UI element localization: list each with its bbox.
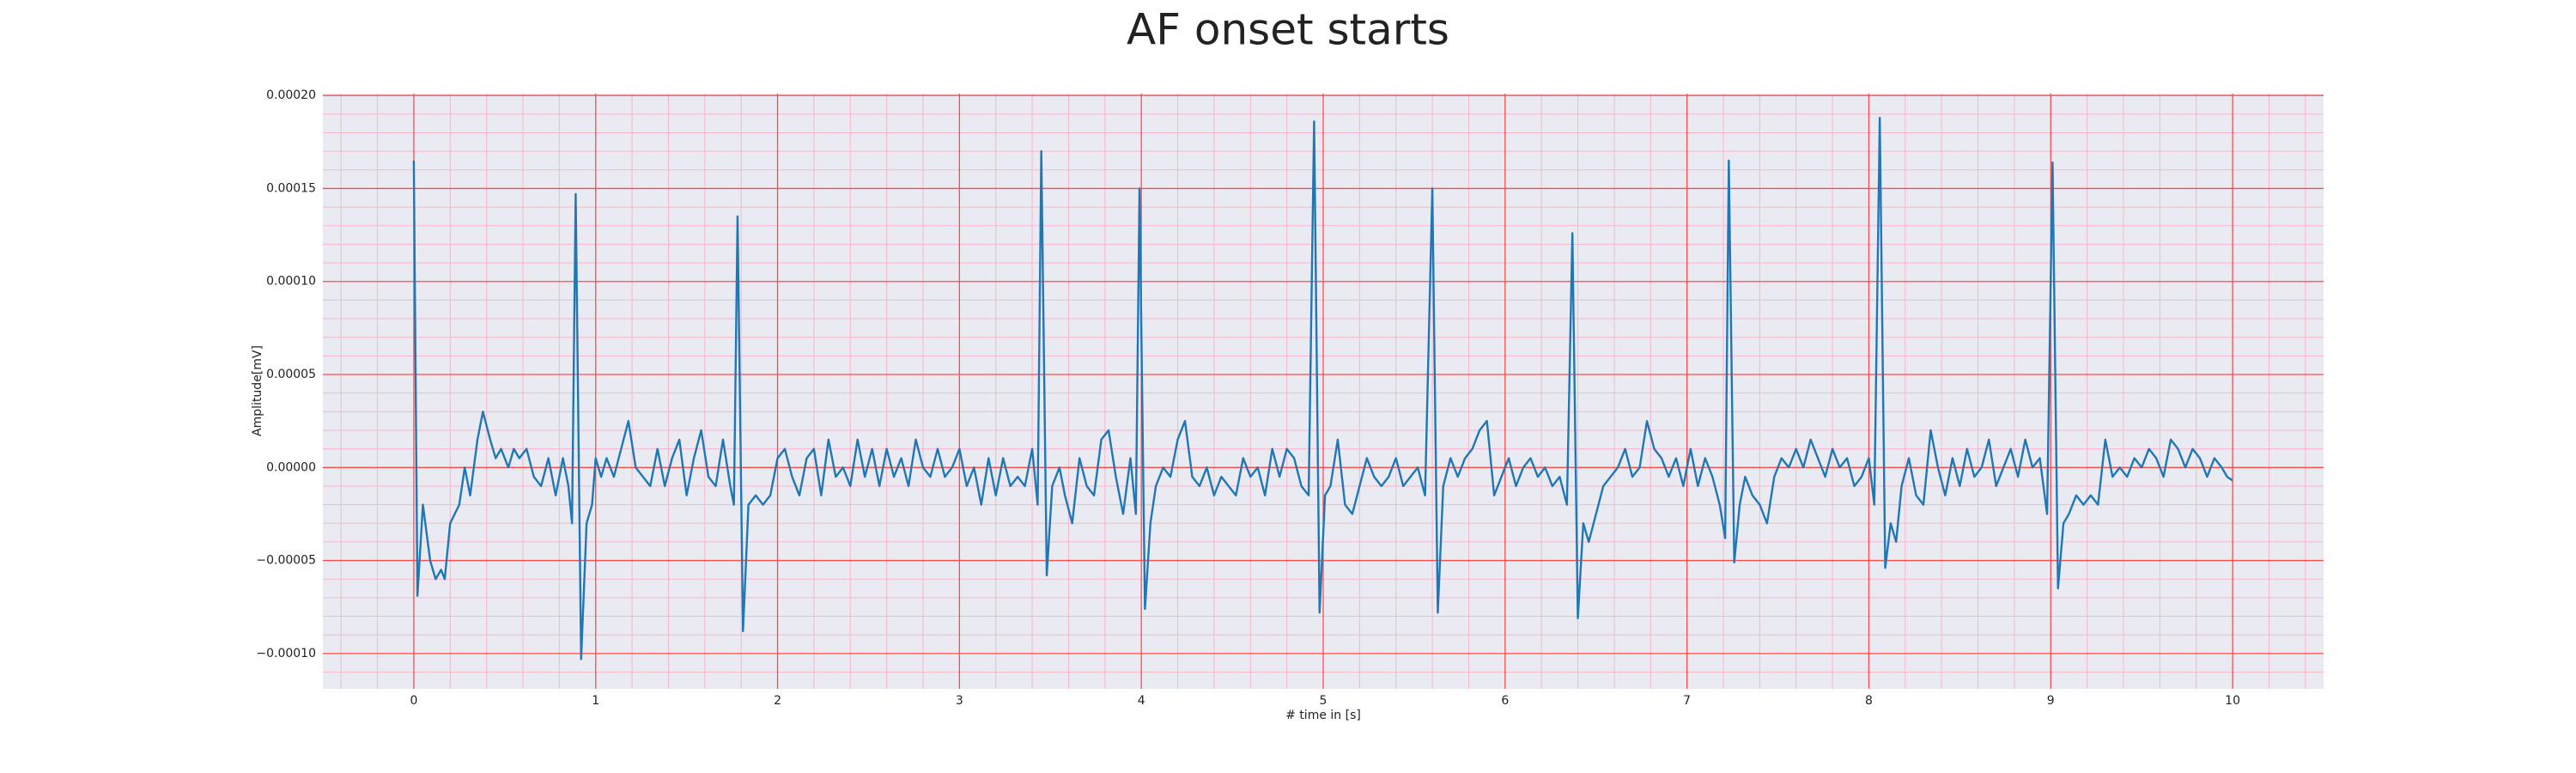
ecg-line: [412, 116, 2233, 660]
x-tick-label: 9: [2047, 694, 2055, 708]
y-tick-label: 0.00000: [266, 460, 316, 474]
x-tick-label: 10: [2225, 694, 2240, 708]
y-tick-label: 0.00020: [266, 88, 316, 102]
y-axis-label: Amplitude[mV]: [251, 345, 264, 436]
x-tick-label: 7: [1683, 694, 1691, 708]
x-tick-label: 6: [1501, 694, 1509, 708]
x-tick-label: 2: [774, 694, 781, 708]
x-tick-label: 1: [592, 694, 599, 708]
chart-title: AF onset starts: [1127, 5, 1449, 55]
x-axis-label: # time in [s]: [1285, 709, 1361, 722]
x-tick-label: 3: [956, 694, 963, 708]
y-tick-label: −0.00005: [256, 554, 316, 568]
x-tick-label: 0: [410, 694, 417, 708]
x-tick-label: 8: [1865, 694, 1873, 708]
y-tick-label: −0.00010: [256, 647, 316, 660]
x-tick-label: 5: [1320, 694, 1327, 708]
y-tick-label: 0.00015: [266, 181, 316, 195]
y-tick-label: 0.00005: [266, 368, 316, 381]
y-tick-label: 0.00010: [266, 275, 316, 289]
x-tick-label: 4: [1138, 694, 1145, 708]
